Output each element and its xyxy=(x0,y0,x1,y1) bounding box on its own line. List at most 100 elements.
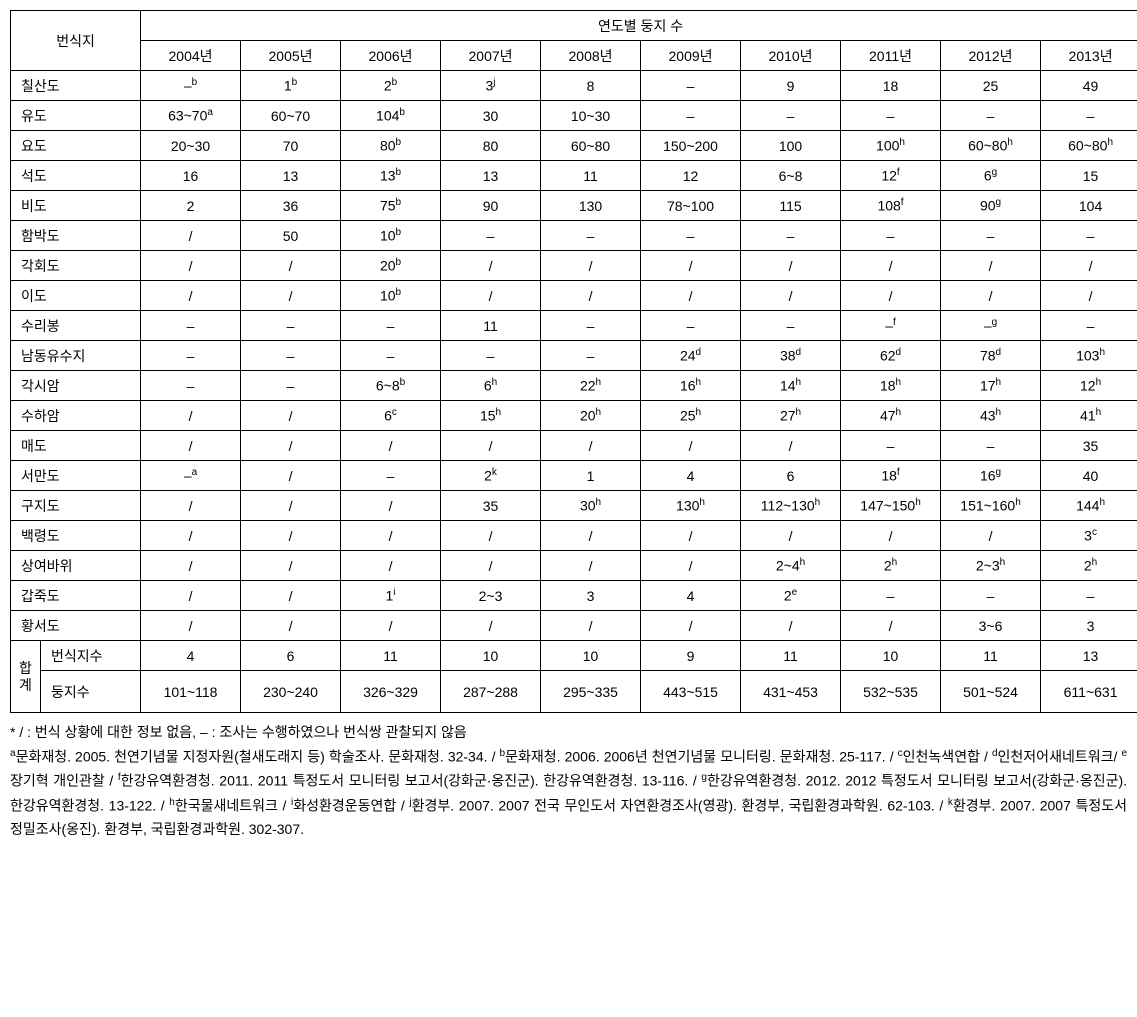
data-cell: 3 xyxy=(541,581,641,611)
data-cell: / xyxy=(641,281,741,311)
superscript: e xyxy=(792,587,798,598)
col-year: 2006년 xyxy=(341,41,441,71)
superscript: h xyxy=(1000,557,1006,568)
data-cell: – xyxy=(1041,221,1137,251)
row-label: 남동유수지 xyxy=(11,341,141,371)
superscript: g xyxy=(996,197,1002,208)
data-cell: 4 xyxy=(641,581,741,611)
data-cell: / xyxy=(241,251,341,281)
superscript: h xyxy=(496,407,502,418)
data-cell: / xyxy=(341,521,441,551)
footnote-text: 한국물새네트워크 / xyxy=(175,797,291,813)
superscript: h xyxy=(596,407,602,418)
data-cell: 2b xyxy=(341,71,441,101)
data-cell: – xyxy=(841,221,941,251)
data-cell: 30 xyxy=(441,101,541,131)
data-cell: 43h xyxy=(941,401,1041,431)
superscript: b xyxy=(292,77,298,88)
footnote-text: 화성환경운동연합 / xyxy=(293,797,409,813)
table-row: 매도///////––35 xyxy=(11,431,1137,461)
superscript: g xyxy=(992,167,998,178)
data-cell: 16h xyxy=(641,371,741,401)
data-cell: / xyxy=(941,281,1041,311)
table-row: 황서도////////3~63 xyxy=(11,611,1137,641)
year-row: 2004년2005년2006년2007년2008년2009년2010년2011년… xyxy=(11,41,1137,71)
row-label: 수리봉 xyxy=(11,311,141,341)
data-cell: / xyxy=(141,281,241,311)
data-cell: – xyxy=(841,101,941,131)
col-year: 2005년 xyxy=(241,41,341,71)
total-cell: 501~524 xyxy=(941,671,1041,713)
data-cell: / xyxy=(241,401,341,431)
superscript: b xyxy=(396,167,402,178)
data-cell: 24d xyxy=(641,341,741,371)
superscript: d xyxy=(996,347,1002,358)
superscript: f xyxy=(897,167,900,178)
data-cell: / xyxy=(1041,251,1137,281)
total-cell: 431~453 xyxy=(741,671,841,713)
superscript: h xyxy=(699,497,705,508)
table-row: 상여바위//////2~4h2h2~3h2h xyxy=(11,551,1137,581)
total-sub-label: 번식지수 xyxy=(41,641,141,671)
data-cell: / xyxy=(141,611,241,641)
superscript: b xyxy=(396,227,402,238)
table-row: 수하암//6c15h20h25h27h47h43h41h xyxy=(11,401,1137,431)
data-cell: / xyxy=(841,251,941,281)
data-cell: / xyxy=(741,611,841,641)
data-cell: 80 xyxy=(441,131,541,161)
data-cell: / xyxy=(641,521,741,551)
total-cell: 532~535 xyxy=(841,671,941,713)
table-row: 각회도//20b/////// xyxy=(11,251,1137,281)
data-cell: 4 xyxy=(641,461,741,491)
data-cell: 15h xyxy=(441,401,541,431)
total-cell: 10 xyxy=(541,641,641,671)
col-site: 번식지 xyxy=(11,11,141,71)
data-cell: / xyxy=(141,221,241,251)
data-cell: 1b xyxy=(241,71,341,101)
data-cell: 2k xyxy=(441,461,541,491)
col-year: 2011년 xyxy=(841,41,941,71)
data-cell: 12 xyxy=(641,161,741,191)
superscript: h xyxy=(892,557,898,568)
superscript: h xyxy=(696,407,702,418)
data-cell: 35 xyxy=(1041,431,1137,461)
table-row: 유도63~70a60~70104b3010~30––––– xyxy=(11,101,1137,131)
table-row: 남동유수지–––––24d38d62d78d103h xyxy=(11,341,1137,371)
table-row: 함박도/5010b––––––– xyxy=(11,221,1137,251)
data-cell: / xyxy=(741,521,841,551)
data-cell: 147~150h xyxy=(841,491,941,521)
superscript: h xyxy=(815,497,821,508)
footnote-text: 환경부. 2007. 2007 전국 무인도서 자연환경조사(영광). 환경부,… xyxy=(412,797,948,813)
data-cell: 1i xyxy=(341,581,441,611)
footnote-text: 인천녹색연합 / xyxy=(903,748,992,764)
data-cell: 3 xyxy=(1041,611,1137,641)
total-cell: 11 xyxy=(741,641,841,671)
data-cell: / xyxy=(441,521,541,551)
data-cell: 2h xyxy=(1041,551,1137,581)
data-cell: 11 xyxy=(441,311,541,341)
row-label: 각시암 xyxy=(11,371,141,401)
row-label: 상여바위 xyxy=(11,551,141,581)
superscript: h xyxy=(796,377,802,388)
data-cell: / xyxy=(241,521,341,551)
data-cell: – xyxy=(141,341,241,371)
data-cell: 6 xyxy=(741,461,841,491)
data-cell: 78d xyxy=(941,341,1041,371)
row-label: 각회도 xyxy=(11,251,141,281)
data-cell: 27h xyxy=(741,401,841,431)
total-cell: 287~288 xyxy=(441,671,541,713)
superscript: c xyxy=(1092,527,1097,538)
nest-count-table: 번식지 연도별 둥지 수 2004년2005년2006년2007년2008년20… xyxy=(10,10,1137,713)
row-label: 요도 xyxy=(11,131,141,161)
data-cell: / xyxy=(541,521,641,551)
superscript: a xyxy=(207,107,213,118)
data-cell: 151~160h xyxy=(941,491,1041,521)
superscript: g xyxy=(992,317,998,328)
total-cell: 4 xyxy=(141,641,241,671)
superscript: b xyxy=(192,77,198,88)
data-cell: 20h xyxy=(541,401,641,431)
superscript: h xyxy=(896,407,902,418)
superscript: f xyxy=(897,467,900,478)
data-cell: / xyxy=(741,431,841,461)
superscript: c xyxy=(392,407,397,418)
